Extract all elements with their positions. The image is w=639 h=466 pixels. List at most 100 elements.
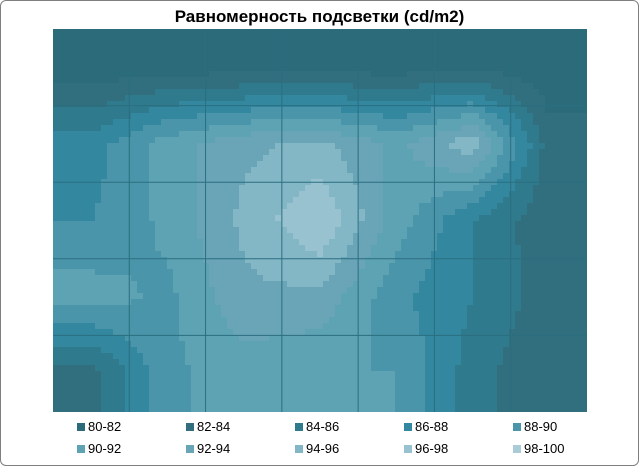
contour-patch	[533, 263, 540, 270]
contour-patch	[317, 287, 324, 294]
contour-patch	[305, 173, 312, 180]
contour-patch	[65, 149, 72, 156]
contour-patch	[209, 125, 216, 132]
contour-patch	[449, 65, 456, 72]
contour-patch	[155, 77, 162, 84]
contour-patch	[77, 209, 84, 216]
contour-patch	[443, 197, 450, 204]
contour-patch	[353, 353, 360, 360]
contour-patch	[473, 89, 480, 96]
contour-patch	[557, 83, 564, 90]
contour-patch	[383, 137, 390, 144]
contour-patch	[329, 29, 336, 36]
contour-patch	[65, 155, 72, 162]
contour-patch	[71, 107, 78, 114]
contour-patch	[335, 95, 342, 102]
contour-patch	[401, 275, 408, 282]
contour-patch	[137, 89, 144, 96]
contour-patch	[407, 29, 414, 36]
contour-patch	[479, 359, 486, 366]
contour-patch	[389, 197, 396, 204]
contour-patch	[203, 299, 210, 306]
contour-patch	[143, 335, 150, 342]
contour-patch	[389, 107, 396, 114]
contour-patch	[287, 113, 294, 120]
contour-patch	[83, 113, 90, 120]
contour-patch	[449, 41, 456, 48]
contour-patch	[359, 149, 366, 156]
contour-patch	[353, 323, 360, 330]
contour-patch	[77, 341, 84, 348]
contour-patch	[119, 71, 126, 78]
contour-patch	[515, 203, 522, 210]
contour-patch	[263, 89, 270, 96]
contour-patch	[437, 119, 444, 126]
contour-patch	[461, 269, 468, 276]
contour-patch	[527, 83, 534, 90]
contour-patch	[269, 353, 276, 360]
contour-patch	[197, 29, 204, 36]
contour-patch	[485, 263, 492, 270]
contour-patch	[371, 275, 378, 282]
contour-patch	[209, 269, 216, 276]
contour-patch	[557, 341, 564, 348]
contour-patch	[275, 191, 282, 198]
contour-patch	[413, 215, 420, 222]
contour-patch	[149, 191, 156, 198]
contour-patch	[227, 305, 234, 312]
contour-patch	[473, 29, 480, 36]
contour-patch	[53, 41, 60, 48]
contour-patch	[443, 167, 450, 174]
contour-patch	[365, 191, 372, 198]
contour-patch	[407, 59, 414, 66]
contour-patch	[257, 29, 264, 36]
contour-patch	[377, 245, 384, 252]
contour-patch	[95, 125, 102, 132]
contour-patch	[65, 365, 72, 372]
contour-patch	[317, 269, 324, 276]
contour-patch	[281, 299, 288, 306]
contour-patch	[59, 251, 66, 258]
contour-patch	[77, 71, 84, 78]
contour-patch	[407, 47, 414, 54]
contour-patch	[515, 173, 522, 180]
contour-patch	[371, 89, 378, 96]
contour-patch	[299, 221, 306, 228]
contour-patch	[71, 353, 78, 360]
contour-patch	[305, 239, 312, 246]
contour-patch	[455, 305, 462, 312]
contour-patch	[509, 305, 516, 312]
contour-patch	[479, 275, 486, 282]
contour-patch	[485, 341, 492, 348]
contour-patch	[119, 203, 126, 210]
contour-patch	[485, 83, 492, 90]
contour-patch	[329, 191, 336, 198]
contour-patch	[503, 191, 510, 198]
contour-patch	[473, 65, 480, 72]
contour-patch	[485, 143, 492, 150]
contour-patch	[269, 227, 276, 234]
contour-patch	[503, 149, 510, 156]
contour-patch	[479, 59, 486, 66]
contour-patch	[335, 245, 342, 252]
contour-patch	[203, 185, 210, 192]
contour-patch	[281, 137, 288, 144]
contour-patch	[479, 131, 486, 138]
contour-patch	[161, 131, 168, 138]
contour-patch	[173, 203, 180, 210]
contour-patch	[497, 131, 504, 138]
contour-patch	[53, 197, 60, 204]
contour-patch	[113, 311, 120, 318]
contour-patch	[461, 125, 468, 132]
contour-patch	[209, 191, 216, 198]
contour-patch	[293, 155, 300, 162]
contour-patch	[113, 335, 120, 342]
contour-patch	[59, 287, 66, 294]
contour-patch	[143, 341, 150, 348]
contour-patch	[77, 365, 84, 372]
contour-patch	[551, 221, 558, 228]
contour-patch	[119, 341, 126, 348]
contour-patch	[491, 299, 498, 306]
contour-patch	[161, 101, 168, 108]
contour-patch	[329, 299, 336, 306]
